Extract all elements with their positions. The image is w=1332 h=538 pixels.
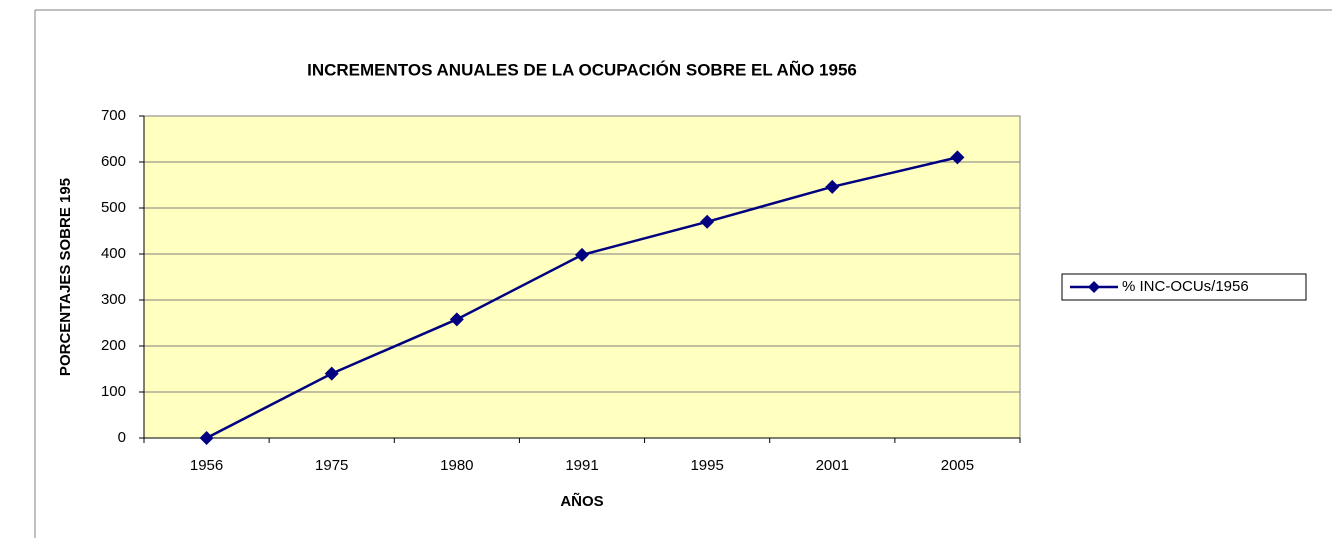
- x-tick-label: 1975: [315, 457, 348, 474]
- point-marker: [449, 312, 464, 327]
- x-tick-label: 1980: [440, 457, 473, 474]
- x-tick-label: 2005: [941, 457, 974, 474]
- x-tick-label: 1995: [690, 457, 723, 474]
- legend-marker: [1088, 281, 1100, 293]
- x-tick-label: 1956: [190, 457, 223, 474]
- point-marker: [700, 214, 715, 229]
- plot-area: [143, 115, 1021, 439]
- point-marker: [575, 247, 589, 262]
- y-axis-label: PORCENTAJES SOBRE 195: [57, 178, 74, 376]
- point-marker: [950, 150, 965, 165]
- y-tick-label: 500: [101, 199, 126, 216]
- y-tick-label: 200: [101, 337, 126, 354]
- y-tick-label: 100: [101, 383, 126, 400]
- x-tick-label: 2001: [816, 457, 849, 474]
- legend-label: % INC-OCUs/1956: [1122, 278, 1249, 295]
- y-tick-label: 400: [101, 245, 126, 262]
- x-axis-label: AÑOS: [560, 492, 603, 510]
- y-tick-label: 0: [118, 429, 126, 446]
- point-marker: [825, 179, 840, 194]
- point-marker: [324, 366, 339, 381]
- y-tick-label: 600: [101, 153, 126, 170]
- y-tick-label: 700: [101, 107, 126, 124]
- y-tick-label: 300: [101, 291, 126, 308]
- x-tick-label: 1991: [565, 457, 598, 474]
- chart-title: INCREMENTOS ANUALES DE LA OCUPACIÓN SOBR…: [307, 59, 857, 79]
- point-marker: [199, 431, 214, 445]
